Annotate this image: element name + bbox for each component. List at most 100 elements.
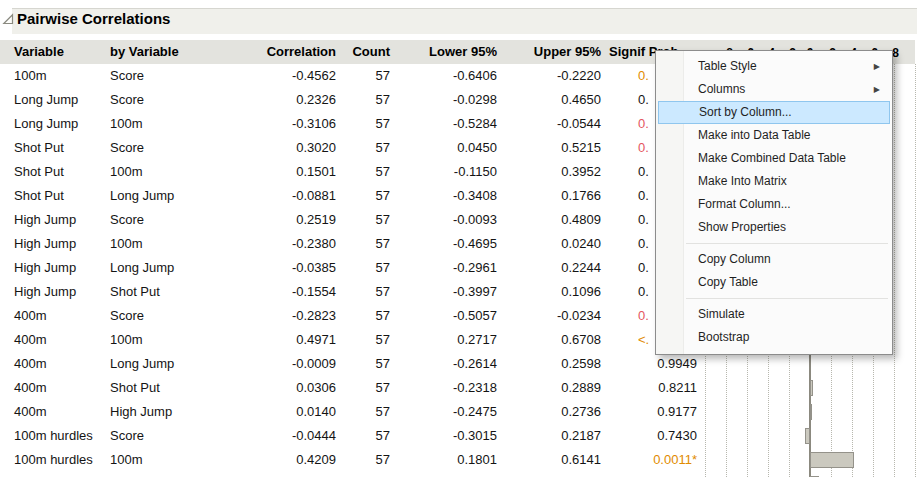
cell-correlation: 0.2519: [240, 208, 336, 232]
cell-count: 57: [344, 400, 390, 424]
cell-count: 57: [344, 112, 390, 136]
menu-separator: [686, 243, 888, 244]
page-title: Pairwise Correlations: [17, 10, 170, 27]
cell-count: 57: [344, 208, 390, 232]
cell-by-variable: Score: [110, 424, 235, 448]
cell-count: 57: [344, 160, 390, 184]
cell-variable: High Jump: [14, 232, 106, 256]
cell-by-variable: Long Jump: [110, 352, 235, 376]
cell-variable: 400m: [14, 328, 106, 352]
menu-item-copy-column[interactable]: Copy Column: [658, 248, 890, 271]
cell-by-variable: Shot Put: [110, 376, 235, 400]
menu-item-columns[interactable]: Columns▶: [658, 78, 890, 101]
cell-variable: 400m: [14, 352, 106, 376]
table-row[interactable]: 100m hurdlesLong Jump: [0, 472, 917, 477]
cell-upper95: 0.5215: [504, 136, 601, 160]
cell-lower95: -0.0298: [400, 88, 497, 112]
cell-upper95: 0.2244: [504, 256, 601, 280]
table-row[interactable]: 400mShot Put0.030657-0.23180.28890.8211: [0, 376, 917, 400]
menu-item-table-style[interactable]: Table Style▶: [658, 55, 890, 78]
menu-item-make-combined-data-table[interactable]: Make Combined Data Table: [658, 147, 890, 170]
col-header-variable: Variable: [14, 40, 106, 64]
menu-separator: [686, 298, 888, 299]
cell-variable: Long Jump: [14, 88, 106, 112]
cell-signif-prob: 0.7430: [600, 424, 697, 448]
cell-upper95: -0.0234: [504, 304, 601, 328]
disclosure-triangle-icon[interactable]: [2, 13, 14, 25]
table-row[interactable]: 100m hurdles100m0.4209570.18010.61410.00…: [0, 448, 917, 472]
col-header-lower95: Lower 95%: [400, 40, 497, 64]
menu-item-copy-table[interactable]: Copy Table: [658, 271, 890, 294]
cell-by-variable: 100m: [110, 328, 235, 352]
cell-by-variable: High Jump: [110, 400, 235, 424]
cell-by-variable: 100m: [110, 448, 235, 472]
cell-by-variable: Shot Put: [110, 280, 235, 304]
cell-upper95: [504, 472, 601, 477]
cell-lower95: -0.0093: [400, 208, 497, 232]
menu-item-sort-by-column[interactable]: Sort by Column...: [658, 101, 890, 124]
cell-variable: Shot Put: [14, 160, 106, 184]
cell-correlation: 0.4971: [240, 328, 336, 352]
cell-lower95: 0.1801: [400, 448, 497, 472]
cell-variable: 400m: [14, 376, 106, 400]
cell-signif-prob: 0.9949: [600, 352, 697, 376]
col-header-correlation: Correlation: [240, 40, 336, 64]
menu-item-show-properties[interactable]: Show Properties: [658, 216, 890, 239]
cell-lower95: -0.3015: [400, 424, 497, 448]
menu-item-make-into-matrix[interactable]: Make Into Matrix: [658, 170, 890, 193]
cell-by-variable: 100m: [110, 112, 235, 136]
cell-count: 57: [344, 184, 390, 208]
cell-signif-prob: 0.0011*: [600, 448, 697, 472]
cell-by-variable: Long Jump: [110, 184, 235, 208]
cell-upper95: 0.1766: [504, 184, 601, 208]
menu-item-simulate[interactable]: Simulate: [658, 303, 890, 326]
cell-upper95: 0.6141: [504, 448, 601, 472]
cell-lower95: -0.2614: [400, 352, 497, 376]
col-header-upper95: Upper 95%: [504, 40, 601, 64]
cell-lower95: -0.5057: [400, 304, 497, 328]
menu-item-format-column[interactable]: Format Column...: [658, 193, 890, 216]
cell-upper95: 0.6708: [504, 328, 601, 352]
cell-upper95: 0.4809: [504, 208, 601, 232]
cell-by-variable: 100m: [110, 232, 235, 256]
cell-lower95: -0.4695: [400, 232, 497, 256]
cell-lower95: -0.3997: [400, 280, 497, 304]
cell-upper95: 0.2736: [504, 400, 601, 424]
cell-by-variable: Score: [110, 64, 235, 88]
cell-count: 57: [344, 64, 390, 88]
cell-count: 57: [344, 232, 390, 256]
cell-count: 57: [344, 304, 390, 328]
cell-count: 57: [344, 280, 390, 304]
cell-variable: 400m: [14, 400, 106, 424]
cell-by-variable: Long Jump: [110, 256, 235, 280]
cell-upper95: -0.2220: [504, 64, 601, 88]
cell-correlation: -0.2823: [240, 304, 336, 328]
cell-upper95: 0.3952: [504, 160, 601, 184]
cell-upper95: 0.1096: [504, 280, 601, 304]
cell-variable: Shot Put: [14, 136, 106, 160]
cell-count: 57: [344, 424, 390, 448]
cell-upper95: 0.2187: [504, 424, 601, 448]
cell-lower95: 0.2717: [400, 328, 497, 352]
cell-by-variable: Score: [110, 88, 235, 112]
cell-correlation: 0.0140: [240, 400, 336, 424]
cell-by-variable: Score: [110, 208, 235, 232]
cell-correlation: 0.0306: [240, 376, 336, 400]
cell-count: 57: [344, 256, 390, 280]
cell-variable: 100m hurdles: [14, 448, 106, 472]
cell-correlation: -0.0009: [240, 352, 336, 376]
cell-correlation: -0.2380: [240, 232, 336, 256]
cell-variable: 100m hurdles: [14, 472, 106, 477]
cell-correlation: 0.1501: [240, 160, 336, 184]
cell-variable: Shot Put: [14, 184, 106, 208]
menu-item-bootstrap[interactable]: Bootstrap: [658, 326, 890, 349]
table-row[interactable]: 400mLong Jump-0.000957-0.26140.25980.994…: [0, 352, 917, 376]
cell-correlation: -0.4562: [240, 64, 336, 88]
cell-correlation: -0.0385: [240, 256, 336, 280]
cell-correlation: 0.3020: [240, 136, 336, 160]
menu-item-make-into-data-table[interactable]: Make into Data Table: [658, 124, 890, 147]
cell-by-variable: 100m: [110, 160, 235, 184]
table-row[interactable]: 100m hurdlesScore-0.044457-0.30150.21870…: [0, 424, 917, 448]
table-row[interactable]: 400mHigh Jump0.014057-0.24750.27360.9177: [0, 400, 917, 424]
cell-variable: 100m hurdles: [14, 424, 106, 448]
